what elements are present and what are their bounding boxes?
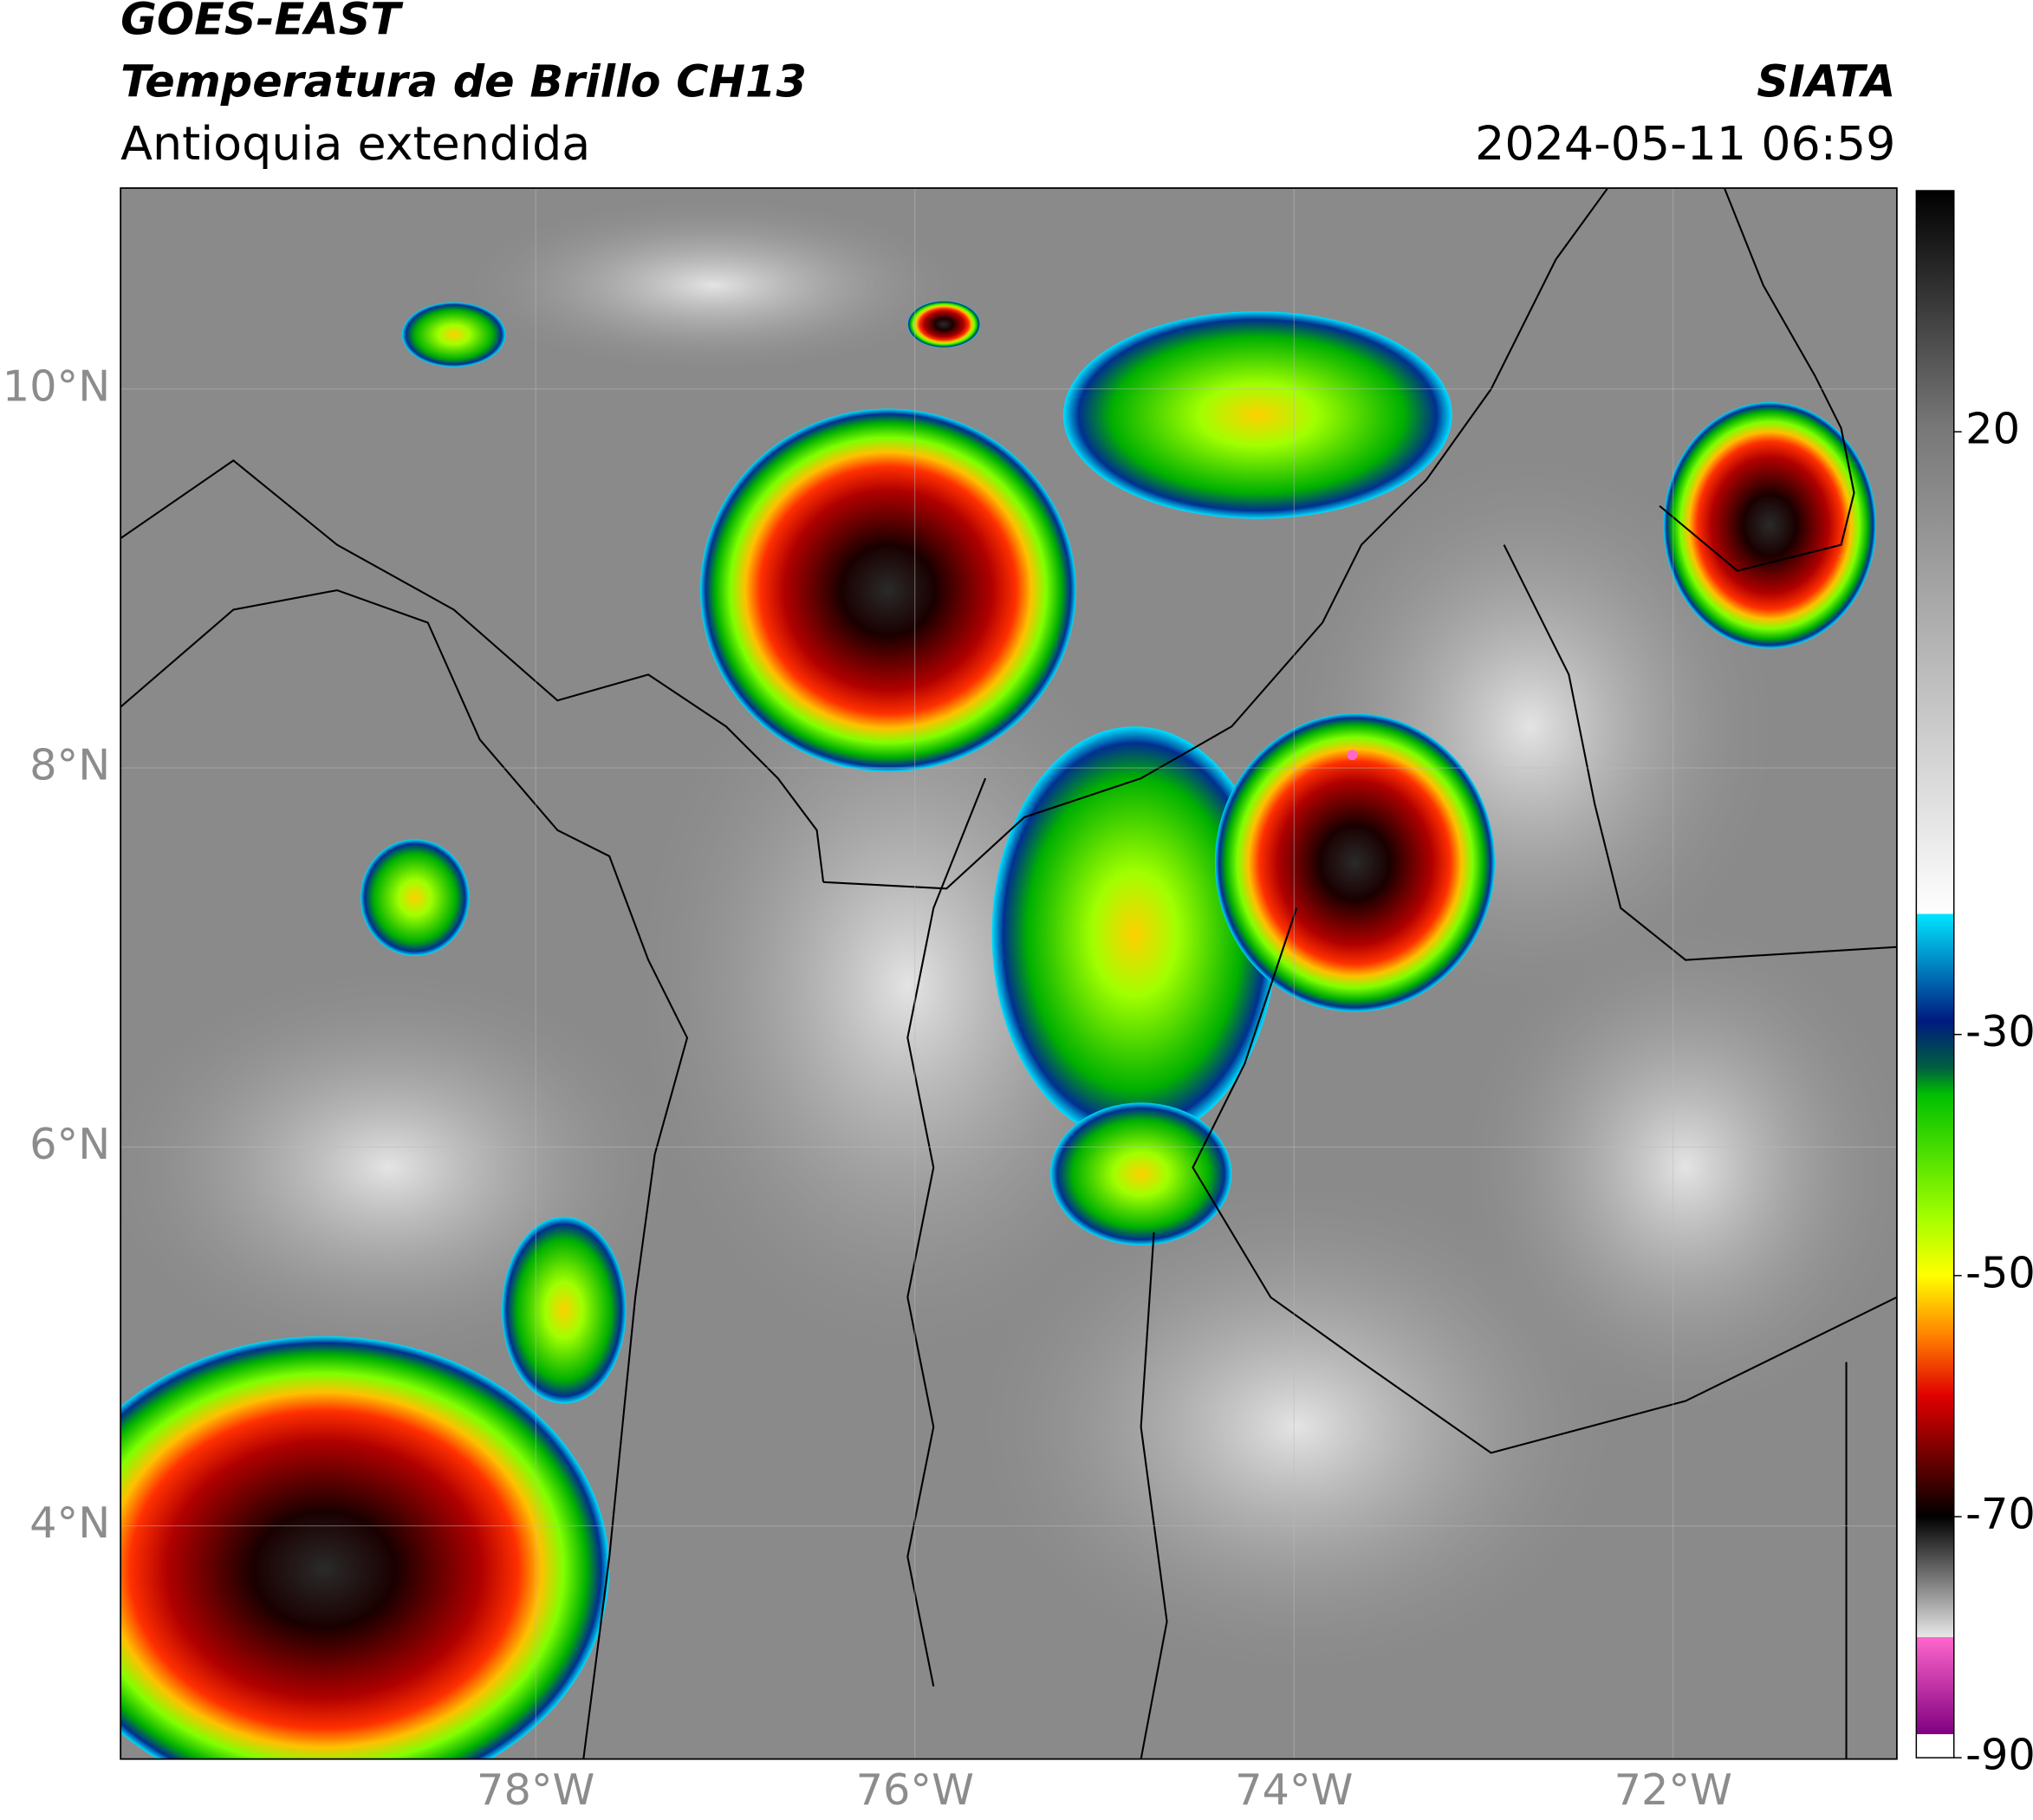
x-tick-label: 78°W — [477, 1765, 594, 1815]
colorbar-label: -90 — [1965, 1730, 2033, 1780]
cloud — [453, 194, 973, 377]
cloud-top — [360, 839, 470, 957]
coastline — [120, 588, 689, 1759]
storm — [699, 408, 1076, 772]
region: Antioquia extendida — [120, 116, 590, 171]
coastline — [1659, 188, 1855, 572]
border — [1140, 1232, 1168, 1759]
border — [1503, 544, 1897, 961]
cloud-top — [502, 1216, 627, 1404]
cloud-top — [991, 726, 1277, 1142]
cloud — [959, 1167, 1634, 1687]
map-image — [120, 188, 1897, 1759]
cloud-top — [1049, 1102, 1232, 1245]
storm — [907, 301, 981, 348]
border — [1192, 907, 1897, 1454]
map-frame — [120, 187, 1898, 1760]
colorbar-label: -30 — [1965, 1006, 2033, 1056]
border — [906, 777, 987, 1687]
storm — [1663, 402, 1876, 649]
border — [823, 188, 1609, 890]
y-tick-label: 6°N — [29, 1119, 110, 1169]
subtitle: Temperatura de Brillo CH13 — [120, 55, 807, 107]
storm — [1214, 713, 1496, 1012]
cloud — [1452, 907, 1897, 1427]
y-tick-label: 8°N — [29, 740, 110, 790]
colorbar — [1915, 190, 1955, 1758]
storm — [120, 1336, 610, 1759]
coastlines — [120, 188, 1897, 1759]
coldest-spot — [1347, 750, 1358, 761]
cloud-top — [401, 302, 506, 367]
graticule — [120, 188, 1897, 1759]
colorbar-label: -50 — [1965, 1247, 2033, 1297]
cloud-top — [1062, 311, 1452, 519]
colorbar-label: 20 — [1965, 404, 2020, 454]
y-tick-label: 4°N — [29, 1498, 110, 1548]
title: GOES-EAST — [120, 0, 404, 44]
coastline — [120, 459, 825, 882]
x-tick-label: 74°W — [1235, 1765, 1353, 1815]
source: SIATA — [1757, 55, 1895, 107]
x-tick-label: 76°W — [856, 1765, 974, 1815]
y-tick-label: 10°N — [3, 361, 110, 411]
colorbar-label: -70 — [1965, 1488, 2033, 1538]
timestamp: 2024-05-11 06:59 — [1475, 116, 1895, 171]
x-tick-label: 72°W — [1614, 1765, 1732, 1815]
